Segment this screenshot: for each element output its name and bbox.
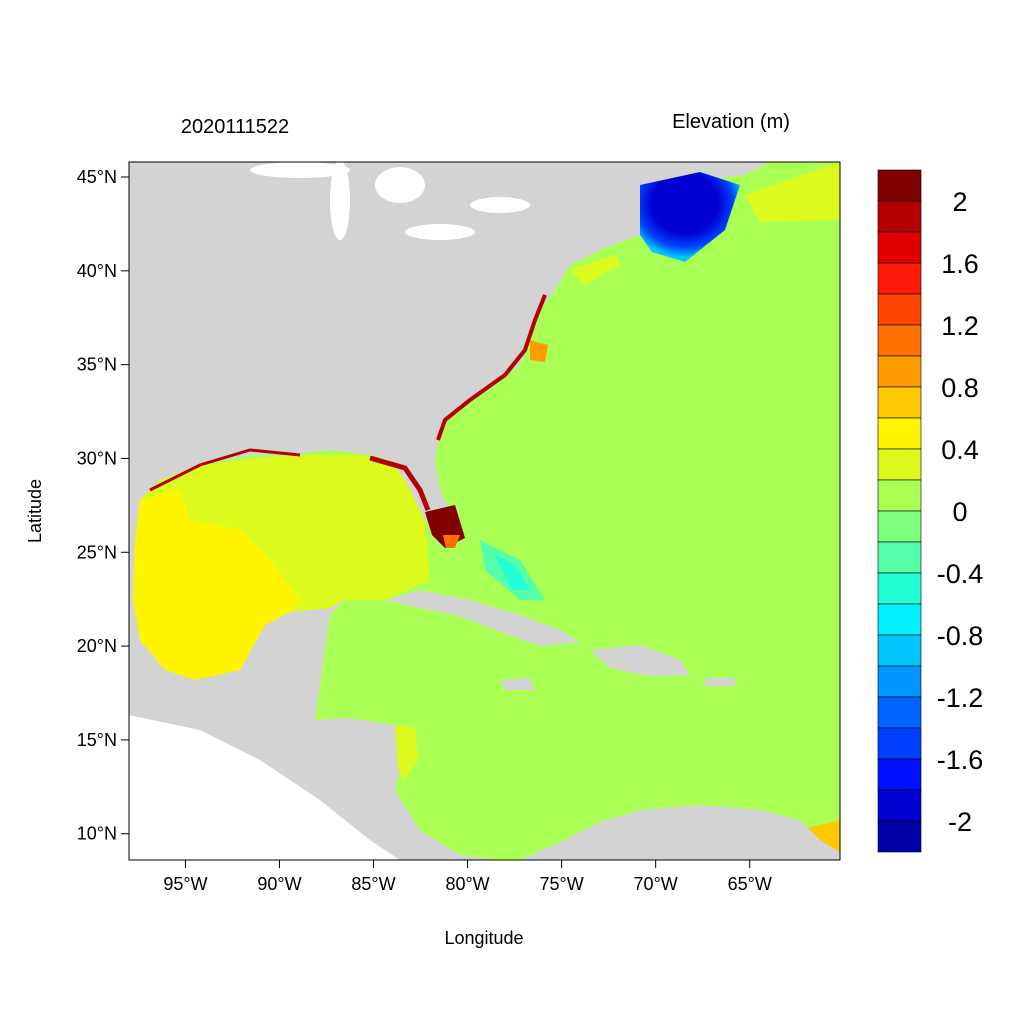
y-tick-label: 15°N bbox=[77, 730, 117, 750]
land-hispaniola bbox=[590, 645, 690, 676]
x-tick-label: 65°W bbox=[728, 874, 772, 894]
x-tick-label: 80°W bbox=[445, 874, 489, 894]
coastal-surge bbox=[369, 455, 431, 511]
colorbar-box bbox=[877, 355, 922, 388]
colorbar-box bbox=[877, 200, 922, 233]
y-tick-label: 20°N bbox=[77, 636, 117, 656]
x-tick-label: 70°W bbox=[634, 874, 678, 894]
nicaragua-shelf bbox=[395, 725, 418, 780]
colorbar-box bbox=[877, 541, 922, 574]
pacific-nodata bbox=[129, 715, 400, 860]
colorbar-box bbox=[877, 324, 922, 357]
plot-frame bbox=[128, 161, 841, 861]
colorbar-box bbox=[877, 262, 922, 295]
colorbar-label: 0.4 bbox=[941, 435, 979, 465]
florida-tip bbox=[443, 535, 460, 548]
y-tick-label: 10°N bbox=[77, 824, 117, 844]
mid-atlantic-shelf bbox=[570, 255, 620, 285]
colorbar-label: 1.6 bbox=[941, 249, 979, 279]
y-axis: 45°N 40°N 35°N 30°N 25°N 20°N 15°N 10°N bbox=[77, 167, 129, 844]
land-cuba bbox=[385, 590, 580, 646]
land-jamaica bbox=[500, 678, 535, 690]
colorbar-label: -1.2 bbox=[937, 683, 984, 713]
colorbar: 2 1.6 1.2 0.8 0.4 0 -0.4 -0.8 -1.2 -1.6 -2 bbox=[877, 169, 984, 853]
colorbar-box bbox=[877, 510, 922, 543]
colorbar-box bbox=[877, 665, 922, 698]
title-left: 2020111522 bbox=[181, 116, 289, 138]
land-puerto-rico bbox=[705, 678, 735, 686]
gulf-of-maine-field bbox=[640, 172, 740, 262]
bahamas-bank bbox=[495, 555, 530, 590]
colorbar-box bbox=[877, 479, 922, 512]
colorbar-label: -0.8 bbox=[937, 621, 984, 651]
colorbar-label: 0 bbox=[952, 497, 967, 527]
x-tick-label: 95°W bbox=[163, 874, 207, 894]
pamlico-sound bbox=[530, 340, 548, 362]
y-tick-label: 30°N bbox=[77, 448, 117, 468]
x-axis-label: Longitude bbox=[444, 928, 523, 948]
colorbar-box bbox=[877, 293, 922, 326]
y-tick-label: 40°N bbox=[77, 261, 117, 281]
coastal-surge-gulf bbox=[149, 448, 301, 492]
colorbar-label: -1.6 bbox=[937, 745, 984, 775]
colorbar-box bbox=[877, 820, 922, 853]
land-south-america bbox=[520, 805, 840, 860]
colorbar-box bbox=[877, 603, 922, 636]
y-tick-label: 35°N bbox=[77, 355, 117, 375]
x-tick-label: 75°W bbox=[540, 874, 584, 894]
colorbar-box bbox=[877, 231, 922, 264]
x-tick-label: 90°W bbox=[257, 874, 301, 894]
x-axis: 95°W 90°W 85°W 80°W 75°W 70°W 65°W bbox=[163, 860, 772, 894]
colorbar-box bbox=[877, 572, 922, 605]
colorbar-box bbox=[877, 448, 922, 481]
colorbar-box bbox=[877, 727, 922, 760]
scotian-shelf-field bbox=[745, 162, 840, 222]
title-right: Elevation (m) bbox=[672, 111, 790, 133]
x-tick-label: 85°W bbox=[351, 874, 395, 894]
colorbar-box bbox=[877, 789, 922, 822]
colorbar-label: 2 bbox=[952, 187, 967, 217]
y-tick-label: 25°N bbox=[77, 542, 117, 562]
colorbar-box bbox=[877, 696, 922, 729]
y-axis-label: Latitude bbox=[25, 479, 45, 543]
y-tick-label: 45°N bbox=[77, 167, 117, 187]
colorbar-label: 0.8 bbox=[941, 373, 979, 403]
colorbar-box bbox=[877, 417, 922, 450]
coastal-surge-east bbox=[436, 294, 547, 441]
colorbar-box bbox=[877, 386, 922, 419]
colorbar-label: 1.2 bbox=[941, 311, 979, 341]
western-gulf-field bbox=[133, 490, 300, 680]
map-field bbox=[129, 162, 840, 860]
colorbar-box bbox=[877, 634, 922, 667]
colorbar-label: -2 bbox=[948, 807, 972, 837]
great-lakes bbox=[250, 162, 530, 240]
colorbar-box bbox=[877, 169, 922, 202]
colorbar-box bbox=[877, 758, 922, 791]
colorbar-label: -0.4 bbox=[937, 559, 984, 589]
